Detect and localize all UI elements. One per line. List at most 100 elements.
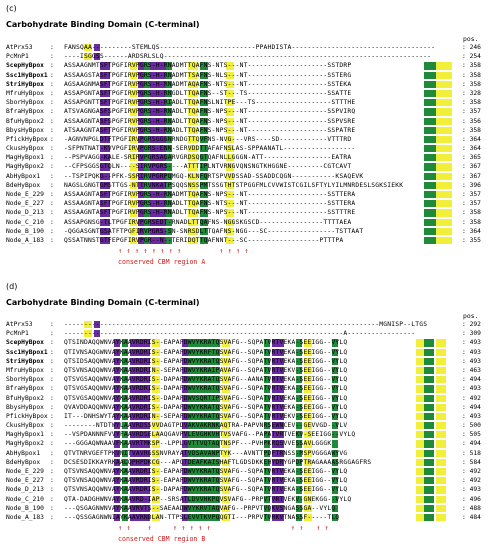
alignment-row: BfuHyBpox2: ASSAAGNTASFSPGFIRVPGRS-H-RNAD… [6, 117, 494, 126]
sequence-name: MfruHyBpox [6, 89, 44, 97]
separator: : [50, 394, 54, 402]
separator: : [50, 99, 54, 107]
position-number: : 358 [462, 62, 481, 70]
sequence-name: ScepHyBpox [6, 339, 44, 347]
alignment-block: AtPrx53: --------------------------------… [6, 320, 494, 522]
position-number: : 309 [462, 330, 481, 338]
sequence-residues: ASSAAGNTASFTPGFIRVPGRS-H-RNADMTTQAFNS-NP… [64, 191, 356, 198]
separator: : [50, 218, 54, 226]
position-number: : 355 [462, 236, 481, 244]
sequence-residues: QTA-DADGHWNVAYKAAVRD-IAP--SRSATLDVVHKPQV… [64, 495, 352, 503]
sequence-residues: ----------------------------------------… [64, 330, 416, 338]
alignment-row: Ssc1HyBpox1: QTIVNSAQGWNVAYKAAVRDRIS--EAP… [6, 348, 494, 357]
separator: : [50, 458, 54, 466]
position-number: : 493 [462, 385, 481, 393]
position-number: : 358 [462, 218, 481, 226]
sequence-name: Node_C_210 [6, 218, 44, 226]
sequence-residues: --PSPVAGG-KALE-SRIRVPGRSAGARVGRDSQGTQAFN… [64, 154, 352, 162]
sequence-residues: ATSVAGNGASFSPGFIRVPGRS-H-RNADLTTQAFNS-NP… [64, 108, 356, 116]
alignment-row: MagHyBpox1: --VSPDANNNFVVYFAAVRDSELAAQGAV… [6, 430, 494, 439]
sequence-residues: QTSVGSAQQWNVAYKAAVRDRIS--DAPAFDWVYKRATQS… [64, 385, 348, 393]
alignment-row: StriHyBpox: AGSAAGNMASFTPGFIRVPGRS-H-RNAD… [6, 80, 494, 89]
alignment-row: AtPrx53: FANSQAA----------STEMLQS--------… [6, 43, 494, 52]
separator: : [50, 126, 54, 134]
sequence-residues: ASSAPGNTASFTPGFIRVPGRS-H-RNGDLTTQAFNS--S… [64, 89, 352, 97]
alignment-row: BfuHyBpox2: QTSVGSAQQWNVAYKAAVRDRIS--DAPA… [6, 394, 494, 403]
separator: : [50, 339, 54, 347]
sequence-name: StriHyBpox [6, 80, 44, 88]
position-number: : 493 [462, 339, 481, 347]
position-number: : 492 [462, 468, 481, 475]
separator: : [50, 62, 54, 70]
sequence-residues: QTVTNRVGEFTPKVNITVAVRGSSNVRAYATVDSAVANPT… [64, 449, 348, 457]
position-number: : 364 [462, 135, 481, 143]
sequence-name: Node_E_229 [6, 468, 44, 475]
separator: : [50, 191, 54, 198]
sequence-residues: --CFPSGGSGTQLN----SIRVPGRS----ATTTIPLNTV… [64, 163, 352, 171]
sequence-name: SborHyBpox [6, 99, 44, 107]
position-number: : 357 [462, 191, 481, 198]
alignment-row: BfraHyBpox: QTSVGSAQQWNVAYKAAVRDRIS--DAPA… [6, 384, 494, 393]
sequence-residues: QTSVGSAQQWNVAYKAAVRDRIS--DAPAFDWVYKRATQS… [64, 376, 348, 384]
alignment-row: AbHyBpox1: --TSPIPQKG--PFK-SSRIRVPGRPQMGQ… [6, 172, 494, 181]
sequence-name: BfraHyBpox [6, 385, 44, 393]
sequence-residues: --TSPIPQKG--PFK-SSRIRVPGRPQMGQ-KLNFQRTSP… [64, 172, 364, 180]
separator: : [50, 117, 54, 125]
separator: : [50, 449, 54, 457]
sequence-residues: ----ISGGSS------ARDSRLSLQ---------------… [64, 53, 432, 61]
separator: : [50, 200, 54, 208]
position-number: : 358 [462, 71, 481, 79]
alignment-row: SborHyBpox: QTSVGSAQQWNVAYKAAVRDRIS--DAPA… [6, 375, 494, 384]
separator: : [50, 321, 54, 328]
separator: : [50, 209, 54, 217]
position-number: : 484 [462, 513, 481, 521]
position-number: : 367 [462, 163, 481, 171]
position-number: : 367 [462, 172, 481, 180]
sequence-name: Node_E_229 [6, 191, 44, 198]
separator: : [50, 376, 54, 384]
alignment-row: BfraHyBpox: ATSVAGNGASFSPGFIRVPGRS-H-RNAD… [6, 107, 494, 116]
alignment-row: ScepHyBpox: QTSINDAQQWNVAYKAAVRDRIS--EAPA… [6, 338, 494, 347]
sequence-residues: AGSAAGNMASFTPGFIRVPGRS-H-RNADMTAQAFNS-NT… [64, 80, 352, 88]
sequence-name: AtPrx53 [6, 321, 33, 328]
separator: : [50, 486, 54, 494]
separator: : [50, 330, 54, 338]
conservation-arrows: ↑ ↑ ↑ ↑ ↑ ↑ ↑ ↑ ↑ ↑ ↑ ↑ [118, 247, 249, 255]
alignment-row: Node_C_210: QTA-DADGHWNVAYKAAVRD-IAP--SRS… [6, 495, 494, 504]
position-number: : 357 [462, 108, 481, 116]
sequence-residues: ---QSGAGNWNVAYKAAVRVTS--SAEAADWVYKRVTAQV… [64, 504, 336, 512]
separator: : [50, 163, 54, 171]
separator: : [50, 135, 54, 143]
alignment-row: Node_A_183: QSSATNNSTGTFEPGFIRVPGR--N--TE… [6, 236, 494, 245]
alignment-row: Node_D_213: QTSVNSAQQWNVAYKAAVRDRIS--DAPA… [6, 485, 494, 494]
sequence-name: BbysHyBpox [6, 403, 44, 411]
sequence-name: Node_B_190 [6, 227, 44, 235]
position-number: : 494 [462, 440, 481, 448]
position-number: : 396 [462, 181, 481, 189]
sequence-name: AtPrx53 [6, 44, 33, 51]
sequence-name: PfickHyBpox [6, 412, 48, 420]
alignment-row: BdeHyBpox: DCSESDIKKAYRKAALQPHPDKCG---APG… [6, 458, 494, 467]
position-number: : 505 [462, 431, 481, 439]
separator: : [50, 422, 54, 430]
separator: : [50, 53, 54, 61]
separator: : [50, 468, 54, 475]
separator: : [50, 495, 54, 503]
position-number: : 358 [462, 80, 481, 88]
sequence-residues: QTSVNSAQQWNVAYKAAVRDRIN--SEPAFDWVYKRAIPA… [64, 366, 348, 374]
alignment-row: MfruHyBpox: ASSAPGNTASFTPGFIRVPGRS-H-RNGD… [6, 89, 494, 98]
separator: : [50, 431, 54, 439]
sequence-residues: QTSVNSAQQWNVAYKAAVRDRIS--EAPAFDWVYKRATQS… [64, 477, 348, 485]
separator: : [50, 89, 54, 97]
alignment-row: CkusHyBpox: -SFPNTNAT-KVVPGFIRVPGRS-ENN-S… [6, 144, 494, 153]
alignment-row: CkusHyBpox: --------NTDTWYLAAVRDSSVVDAGTP… [6, 421, 494, 430]
position-number: : 358 [462, 209, 481, 217]
position-number: : 365 [462, 154, 481, 162]
sequence-name: AbHyBpox1 [6, 172, 41, 180]
sequence-residues: ASSAAGNTASFSPGFIRVPGRS-H-RNADLTTQAFNS-NP… [64, 117, 356, 125]
alignment-row: PcMnP1: ---------------------------------… [6, 329, 494, 338]
alignment-row: ScepHyBpox: ASSAAGNMTSFTPGFIRVPGRS-H-RNAD… [6, 61, 494, 70]
sequence-residues: --------NTDTWYLAAVRDSSVVDAGTPDVAKVAKRNKA… [64, 422, 348, 430]
alignment-row: BbysHyBpox: QVAVDDAQQWNVAYKAAVRDRIS--DAPA… [6, 403, 494, 412]
position-number: : 493 [462, 412, 481, 420]
